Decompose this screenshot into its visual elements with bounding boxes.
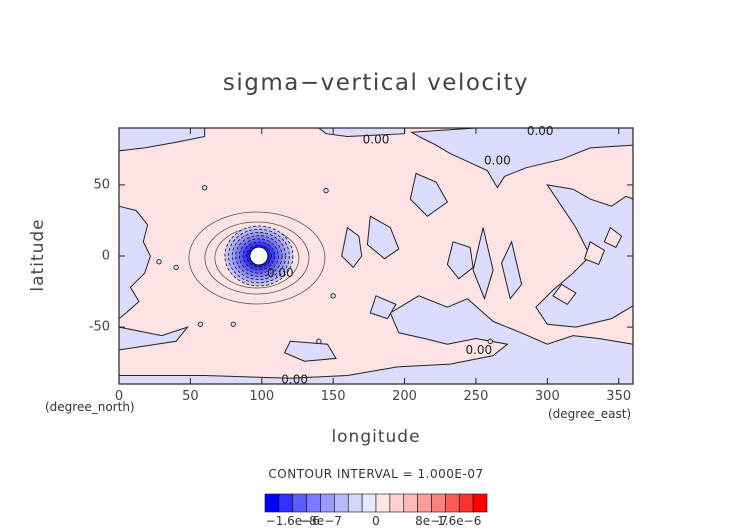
negative-region	[366, 215, 400, 260]
negative-region	[446, 241, 474, 280]
colorbar-swatch	[445, 493, 460, 513]
negative-region	[369, 295, 397, 320]
x-tick-label: 50	[182, 389, 199, 404]
contour-label: 0.00	[484, 154, 511, 168]
tick-marks	[118, 128, 633, 384]
y-tick-label: -50	[88, 319, 110, 335]
y-tick-label: 0	[101, 248, 110, 264]
negative-region	[341, 226, 363, 269]
colorbar-swatch	[347, 493, 363, 513]
chart-title: sigma−vertical velocity	[222, 70, 530, 96]
speck-contour	[323, 187, 329, 194]
colorbar	[264, 493, 488, 513]
colorbar-label: 1.6e−6	[437, 514, 482, 528]
colorbar-swatch	[264, 493, 280, 513]
speck-contour	[230, 321, 236, 327]
map-field-layer	[118, 127, 634, 385]
x-tick-label: 200	[392, 389, 417, 404]
x-tick-label: 300	[534, 389, 560, 404]
x-tick-label: 100	[249, 389, 275, 404]
negative-region	[472, 227, 494, 301]
colorbar-swatch	[306, 493, 321, 513]
colorbar-label: 8e−7	[415, 514, 448, 528]
colorbar-swatch	[292, 493, 307, 513]
x-tick-label: 350	[606, 389, 632, 404]
negative-region	[118, 205, 151, 320]
colorbar-swatch	[417, 493, 432, 513]
anomaly-ring	[204, 221, 310, 295]
x-tick-label: 250	[463, 389, 489, 404]
y-axis-label: latitude	[28, 218, 48, 292]
colorbar-swatch	[403, 493, 418, 513]
speck-contour	[330, 293, 336, 299]
colorbar-swatch	[334, 493, 349, 513]
colorbar-swatch	[278, 493, 294, 513]
anomaly-ring	[188, 211, 326, 305]
contour-labels: 0.00 0.00 0.00 0.00 0.00 0.00	[267, 124, 554, 387]
speck-contour	[156, 259, 162, 265]
colorbar-swatch	[431, 493, 446, 513]
colorbar-swatch	[361, 493, 377, 513]
x-axis-unit: (degree_east)	[548, 407, 632, 421]
x-tick-label: 150	[320, 389, 346, 404]
vortex-center	[249, 246, 269, 266]
speck-contour	[202, 185, 208, 191]
positive-island	[583, 241, 606, 266]
y-axis-unit: (degree_north)	[45, 400, 135, 414]
negative-region	[409, 172, 449, 217]
negative-region	[501, 240, 523, 300]
colorbar-swatch	[375, 493, 391, 513]
speck-contour	[173, 264, 179, 271]
x-axis-label: longitude	[331, 427, 421, 447]
negative-region	[283, 340, 337, 362]
positive-island	[603, 226, 623, 249]
negative-region	[410, 127, 634, 189]
colorbar-swatch	[472, 493, 488, 513]
positive-island	[552, 283, 577, 306]
vortex-contours	[188, 211, 326, 305]
contour-label: 0.00	[281, 373, 308, 387]
y-tick-label: 50	[93, 177, 110, 193]
contour-label: 0.00	[527, 124, 554, 138]
speck-contour	[487, 338, 493, 344]
contour-label: 0.00	[465, 343, 492, 357]
colorbar-swatch	[389, 493, 405, 513]
colorbar-label: 0	[372, 514, 380, 528]
contour-label: 0.00	[267, 266, 294, 280]
colorbar-swatch	[320, 493, 335, 513]
speck-contour	[316, 338, 322, 344]
colorbar-swatch	[458, 493, 474, 513]
contour-interval-text: CONTOUR INTERVAL = 1.000E-07	[268, 467, 484, 481]
contour-label: 0.00	[363, 132, 390, 146]
x-tick-label: 0	[114, 389, 124, 404]
colorbar-label: −1.6e−6	[265, 514, 320, 528]
colorbar-label: −8e−7	[299, 514, 342, 528]
speck-contour	[197, 321, 204, 327]
